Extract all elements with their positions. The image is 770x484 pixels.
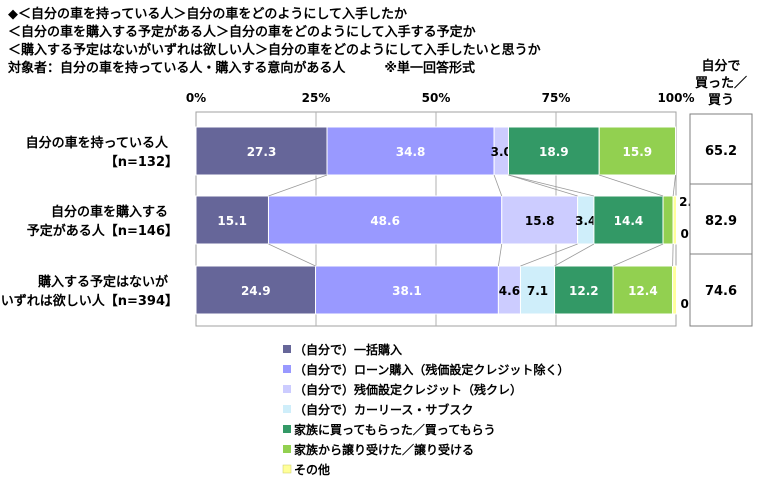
x-tick-label: 50% (422, 91, 451, 105)
data-label: 27.3 (247, 145, 277, 159)
legend-swatch (283, 385, 291, 393)
bar-segment (672, 265, 677, 315)
legend-label: 家族から譲り受けた／譲り受ける (294, 442, 474, 457)
x-tick-label: 100% (657, 91, 694, 105)
x-tick-label: 75% (542, 91, 571, 105)
x-tick-label: 25% (302, 91, 331, 105)
header-line-4: 対象者：自分の車を持っている人・購入する意向がある人 ※単一回答形式 (8, 61, 475, 76)
side-value-box (689, 183, 753, 257)
legend-label: （自分で）一括購入 (294, 342, 402, 357)
bar-segment (315, 265, 499, 315)
category-label: いずれは欲しい人【n=394】 (1, 293, 178, 309)
series-connector (498, 243, 503, 267)
category-label: 予定がある人【n=146】 (27, 223, 178, 239)
data-label: 12.2 (569, 284, 599, 298)
legend-label: 家族に買ってもらった／買ってもらう (294, 422, 496, 437)
legend-swatch (283, 445, 291, 453)
data-label: 3.0 (491, 145, 512, 159)
data-label: 12.4 (628, 284, 658, 298)
side-header: 自分で (701, 58, 740, 74)
data-label: 38.1 (392, 284, 422, 298)
data-label: 7.1 (527, 284, 548, 298)
bar-segment (507, 126, 600, 176)
side-value-box (689, 253, 753, 327)
category-label: 自分の車を購入する (51, 204, 168, 220)
side-header: 買う (708, 93, 734, 108)
data-label: 34.8 (396, 145, 426, 159)
side-value: 82.9 (705, 214, 737, 229)
side-value: 74.6 (705, 284, 737, 299)
bar-segment (554, 265, 614, 315)
side-value: 65.2 (705, 144, 737, 159)
series-connector (599, 174, 664, 197)
series-connector (554, 243, 595, 267)
data-label: 24.9 (241, 284, 271, 298)
legend-swatch (283, 345, 291, 353)
legend-label: （自分で）ローン購入（残価設定クレジット除く） (294, 362, 569, 377)
bar-segment (598, 126, 677, 176)
category-label: 購入する予定はないが (37, 274, 168, 290)
data-label: 15.8 (525, 214, 555, 228)
header-line-1: ◆＜自分の車を持っている人＞自分の車をどのようにして入手したか (8, 7, 407, 22)
data-label: 15.9 (623, 145, 653, 159)
bar-segment (662, 195, 674, 245)
series-connector (508, 174, 595, 197)
data-label: 14.4 (614, 214, 644, 228)
bar-segment (519, 265, 556, 315)
series-connector (493, 174, 503, 197)
category-label: 自分の車を持っている人 (26, 135, 169, 151)
data-label: 4.6 (499, 284, 520, 298)
side-value-box (689, 113, 753, 187)
data-label: 3.4 (575, 214, 596, 228)
bar-segment (501, 195, 579, 245)
data-label: 18.9 (539, 145, 569, 159)
category-label: 【n=132】 (105, 154, 178, 170)
x-tick-label: 0% (186, 91, 206, 105)
legend-swatch (282, 464, 292, 474)
bar-segment (195, 126, 328, 176)
bar-segment (326, 126, 495, 176)
series-connector (520, 243, 578, 267)
legend-swatch (283, 425, 291, 433)
header-line-2: ＜自分の車を購入する予定がある人＞自分の車をどのようにして入手する予定か (8, 25, 476, 40)
legend-swatch (283, 365, 291, 373)
data-label: 48.6 (370, 214, 400, 228)
header-line-3: ＜購入する予定はないがいずれは欲しい人＞自分の車をどのようにして入手したいと思う… (8, 43, 541, 58)
series-connector (268, 243, 316, 267)
bar-segment (612, 265, 674, 315)
series-connector (268, 174, 328, 197)
series-connector (508, 174, 578, 197)
legend-label: その他 (294, 462, 330, 477)
bar-segment (672, 195, 677, 245)
series-connector (612, 243, 664, 267)
series-connector (672, 174, 676, 197)
legend-swatch (283, 405, 291, 413)
legend-label: （自分で）残価設定クレジット（残クレ） (294, 382, 522, 397)
data-label: 15.1 (217, 214, 247, 228)
side-header: 買った／ (695, 75, 747, 91)
legend-label: （自分で）カーリース・サブスク (294, 402, 473, 417)
bar-segment (593, 195, 664, 245)
